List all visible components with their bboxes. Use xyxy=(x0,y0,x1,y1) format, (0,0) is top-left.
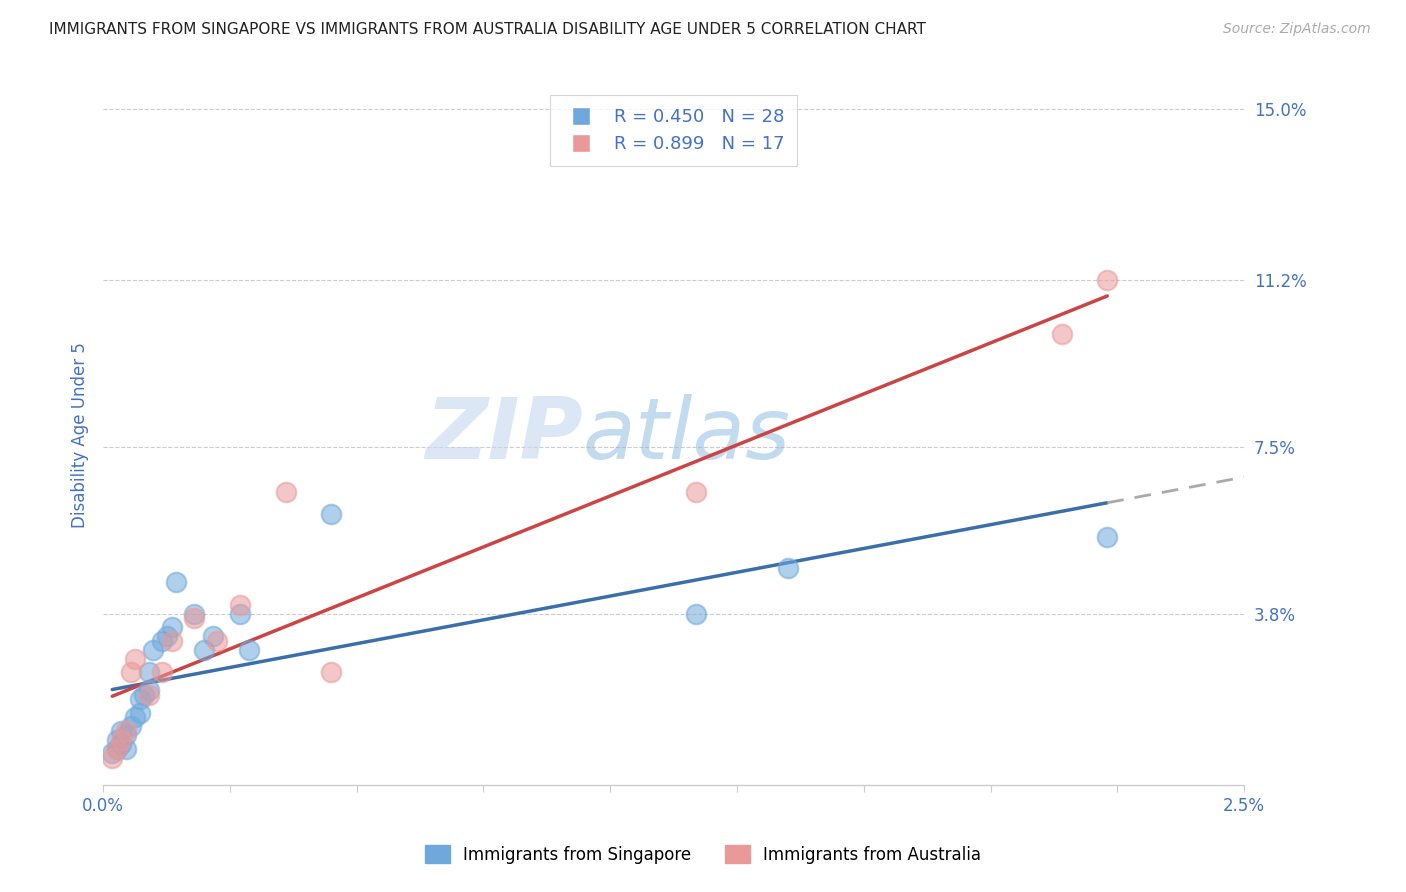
Point xyxy=(138,688,160,702)
Point xyxy=(110,737,132,751)
Point xyxy=(201,629,224,643)
Point xyxy=(128,706,150,720)
Point xyxy=(1050,327,1073,342)
Point xyxy=(101,746,124,760)
Point xyxy=(183,611,205,625)
Point xyxy=(776,561,799,575)
Y-axis label: Disability Age Under 5: Disability Age Under 5 xyxy=(72,343,89,528)
Point xyxy=(138,665,160,679)
Point xyxy=(321,508,343,522)
Point xyxy=(685,484,707,499)
Point xyxy=(138,683,160,698)
Point xyxy=(124,710,146,724)
Point xyxy=(115,728,138,742)
Text: IMMIGRANTS FROM SINGAPORE VS IMMIGRANTS FROM AUSTRALIA DISABILITY AGE UNDER 5 CO: IMMIGRANTS FROM SINGAPORE VS IMMIGRANTS … xyxy=(49,22,927,37)
Text: Source: ZipAtlas.com: Source: ZipAtlas.com xyxy=(1223,22,1371,37)
Point xyxy=(229,598,252,612)
Point xyxy=(207,633,229,648)
Point xyxy=(156,629,179,643)
Point xyxy=(321,665,343,679)
Point xyxy=(193,642,215,657)
Legend: R = 0.450   N = 28, R = 0.899   N = 17: R = 0.450 N = 28, R = 0.899 N = 17 xyxy=(551,95,797,166)
Point xyxy=(101,750,124,764)
Point xyxy=(274,484,297,499)
Point xyxy=(142,642,165,657)
Point xyxy=(110,723,132,738)
Point xyxy=(152,665,174,679)
Point xyxy=(165,574,187,589)
Point xyxy=(229,607,252,621)
Point xyxy=(1097,530,1119,544)
Text: atlas: atlas xyxy=(582,394,790,477)
Point xyxy=(183,607,205,621)
Point xyxy=(115,741,138,756)
Point xyxy=(124,651,146,665)
Point xyxy=(152,633,174,648)
Point xyxy=(160,633,183,648)
Text: ZIP: ZIP xyxy=(425,394,582,477)
Point xyxy=(128,692,150,706)
Point xyxy=(685,607,707,621)
Point xyxy=(238,642,260,657)
Point xyxy=(105,732,128,747)
Point xyxy=(105,741,128,756)
Point xyxy=(120,665,142,679)
Point xyxy=(115,723,138,738)
Legend: Immigrants from Singapore, Immigrants from Australia: Immigrants from Singapore, Immigrants fr… xyxy=(418,838,988,871)
Point xyxy=(120,719,142,733)
Point xyxy=(105,741,128,756)
Point xyxy=(160,620,183,634)
Point xyxy=(134,688,156,702)
Point xyxy=(1097,273,1119,287)
Point xyxy=(110,732,132,747)
